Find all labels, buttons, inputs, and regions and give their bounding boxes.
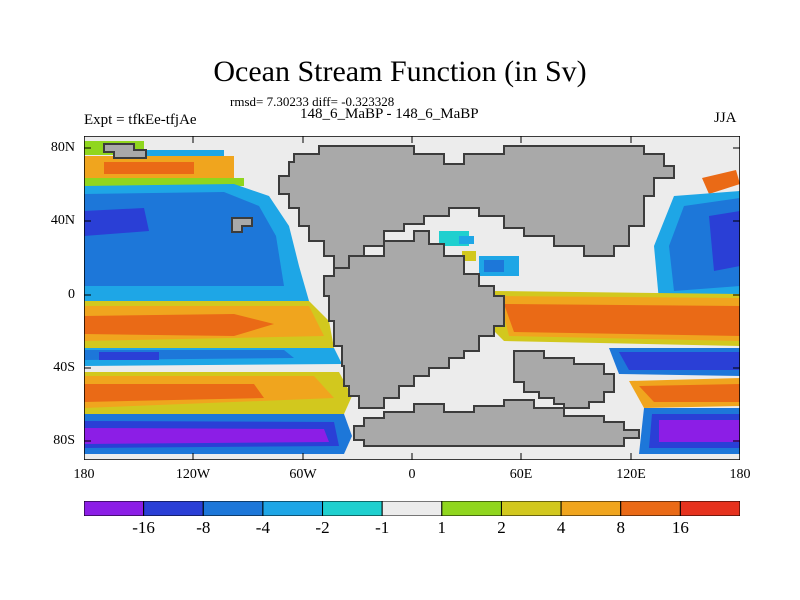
y-tick-label: 80N: [50, 140, 75, 155]
period-label: 148_6_MaBP - 148_6_MaBP: [300, 106, 479, 122]
colorbar-swatch: [202, 501, 264, 516]
x-tick-label: 120E: [616, 467, 646, 482]
y-tick-label: 0: [68, 287, 75, 302]
colorbar-swatch: [143, 501, 204, 516]
colorbar-swatch: [262, 501, 324, 516]
stream-function-map: [83, 135, 741, 461]
stats-label: rmsd= 7.30233 diff= -0.323328: [230, 94, 395, 109]
colorbar-label: 2: [497, 518, 506, 537]
colorbar-swatch: [679, 501, 740, 516]
x-tick-label: 180: [73, 467, 95, 482]
land-masses: [103, 143, 675, 447]
colorbar-swatch: [560, 501, 622, 516]
x-tick-label: 180: [729, 467, 751, 482]
colorbar-swatch: [441, 501, 502, 516]
colorbar-label: 8: [616, 518, 625, 537]
map-tickmarks: [84, 136, 740, 460]
colorbar-swatch: [322, 501, 383, 516]
colorbar: [84, 501, 740, 516]
colorbar-label: -16: [132, 518, 155, 537]
x-tick-label: 60W: [289, 467, 317, 482]
colorbar-label: 4: [556, 518, 566, 537]
colorbar-label: 1: [437, 518, 447, 537]
map-svg: [83, 135, 741, 461]
chart-title: Ocean Stream Function (in Sv): [213, 55, 587, 88]
colorbar-label: -1: [375, 518, 390, 537]
y-tick-label: 80S: [53, 433, 75, 448]
colorbar-swatch: [500, 501, 562, 516]
colorbar-label: -4: [255, 518, 270, 537]
colorbar-swatch: [620, 501, 681, 516]
x-tick-label: 0: [408, 467, 416, 482]
season-label: JJA: [714, 110, 737, 126]
colorbar-label: -8: [196, 518, 211, 537]
x-tick-label: 60E: [509, 467, 533, 482]
x-tick-label: 120W: [175, 467, 211, 482]
western-basin-contours: [84, 141, 352, 454]
y-tick-label: 40S: [53, 360, 75, 375]
experiment-label: Expt = tfkEe-tfjAe: [84, 112, 197, 128]
colorbar-label: -2: [315, 518, 330, 537]
colorbar-swatch: [84, 501, 145, 516]
eastern-basin-contours: [439, 170, 740, 454]
colorbar-swatch: [381, 501, 443, 516]
y-tick-label: 40N: [50, 213, 75, 228]
colorbar-label: 16: [671, 518, 689, 537]
